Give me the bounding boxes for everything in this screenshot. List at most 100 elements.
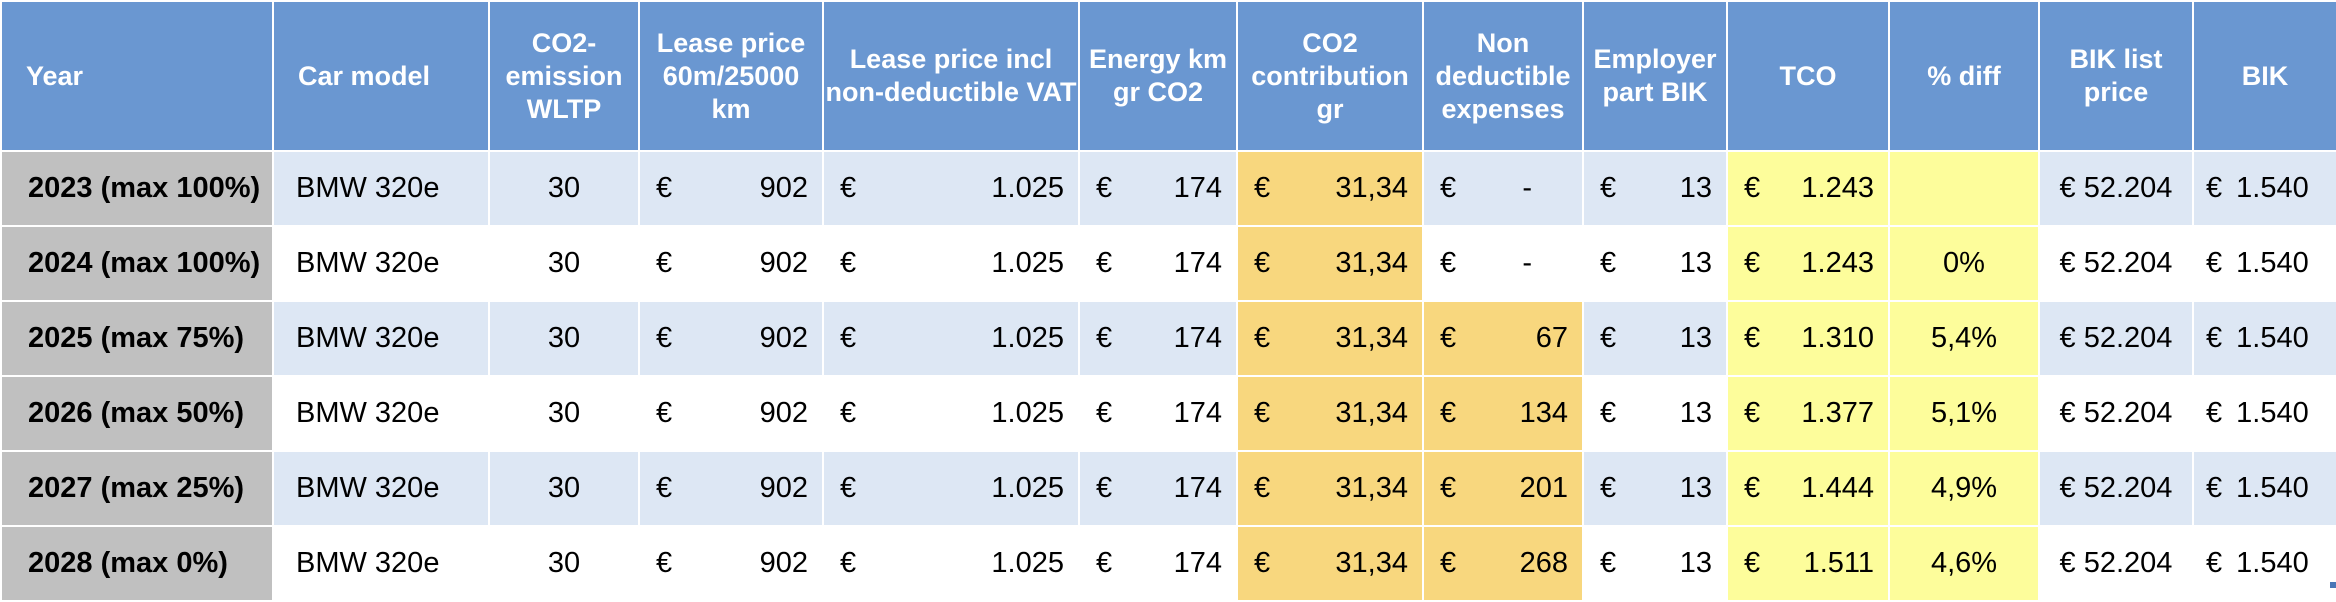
euro-symbol: € [1254, 397, 1270, 430]
energy-km-cell: €174 [1079, 226, 1237, 301]
car-model-cell: BMW 320e [273, 226, 489, 301]
car-model-cell: BMW 320e [273, 151, 489, 226]
energy-km-amount: €174 [1080, 172, 1236, 205]
employer-part-bik-value: 13 [1680, 397, 1712, 430]
employer-part-bik-amount: €13 [1584, 322, 1726, 355]
energy-km-cell: €174 [1079, 301, 1237, 376]
co2-emission-cell: 30 [489, 151, 639, 226]
energy-km-value: 174 [1174, 322, 1222, 355]
euro-symbol: € [1440, 397, 1456, 430]
lease-price-vat-value: 1.025 [991, 547, 1064, 580]
euro-symbol: € [840, 322, 856, 355]
energy-km-value: 174 [1174, 547, 1222, 580]
energy-km-value: 174 [1174, 397, 1222, 430]
lease-price-cell: €902 [639, 376, 823, 451]
non-deductible-amount: €67 [1424, 322, 1582, 355]
lease-price-vat-amount: €1.025 [824, 547, 1078, 580]
employer-part-bik-cell: €13 [1583, 151, 1727, 226]
bik-value: 1.540 [2236, 322, 2309, 355]
euro-symbol: € [2206, 247, 2222, 280]
tco-amount: €1.243 [1728, 172, 1888, 205]
euro-symbol: € [1096, 472, 1112, 505]
lease-price-vat-amount: €1.025 [824, 397, 1078, 430]
non-deductible-value: 201 [1520, 472, 1568, 505]
co2-emission-cell: 30 [489, 451, 639, 526]
lease-price-vat-value: 1.025 [991, 322, 1064, 355]
co2-contribution-value: 31,34 [1335, 472, 1408, 505]
non-deductible-amount: €134 [1424, 397, 1582, 430]
bik-value: 1.540 [2236, 397, 2309, 430]
header-co2-emission: CO2-emission WLTP [489, 1, 639, 151]
co2-emission-cell: 30 [489, 526, 639, 601]
euro-symbol: € [2206, 172, 2222, 205]
co2-contribution-amount: €31,34 [1238, 397, 1422, 430]
lease-price-cell: €902 [639, 301, 823, 376]
euro-symbol: € [840, 247, 856, 280]
non-deductible-value: - [1522, 172, 1568, 205]
energy-km-amount: €174 [1080, 397, 1236, 430]
employer-part-bik-amount: €13 [1584, 472, 1726, 505]
lease-price-value: 902 [760, 247, 808, 280]
cell-resize-handle [2330, 582, 2336, 588]
co2-contribution-amount: €31,34 [1238, 247, 1422, 280]
bik-value: 1.540 [2236, 172, 2309, 205]
non-deductible-cell: €- [1423, 151, 1583, 226]
lease-price-amount: €902 [640, 472, 822, 505]
euro-symbol: € [1254, 172, 1270, 205]
lease-price-vat-cell: €1.025 [823, 226, 1079, 301]
header-row: Year Car model CO2-emission WLTP Lease p… [1, 1, 2336, 151]
euro-symbol: € [656, 472, 672, 505]
lease-price-amount: €902 [640, 547, 822, 580]
euro-symbol: € [656, 547, 672, 580]
bik-amount: €1.540 [2194, 247, 2336, 280]
bik-cell: €1.540 [2193, 526, 2336, 601]
euro-symbol: € [1744, 247, 1760, 280]
lease-price-vat-amount: €1.025 [824, 247, 1078, 280]
employer-part-bik-value: 13 [1680, 322, 1712, 355]
non-deductible-value: - [1522, 247, 1568, 280]
bik-value: 1.540 [2236, 247, 2309, 280]
euro-symbol: € [656, 247, 672, 280]
co2-contribution-value: 31,34 [1335, 322, 1408, 355]
pct-diff-cell: 0% [1889, 226, 2039, 301]
car-model-cell: BMW 320e [273, 301, 489, 376]
co2-contribution-cell: €31,34 [1237, 526, 1423, 601]
header-car-model: Car model [273, 1, 489, 151]
tco-amount: €1.444 [1728, 472, 1888, 505]
euro-symbol: € [1096, 172, 1112, 205]
euro-symbol: € [1096, 397, 1112, 430]
tco-amount: €1.511 [1728, 547, 1888, 580]
tco-amount: €1.377 [1728, 397, 1888, 430]
lease-price-amount: €902 [640, 397, 822, 430]
co2-contribution-value: 31,34 [1335, 397, 1408, 430]
bik-list-price-cell: € 52.204 [2039, 526, 2193, 601]
bik-list-price-cell: € 52.204 [2039, 301, 2193, 376]
year-cell: 2023 (max 100%) [1, 151, 273, 226]
lease-price-value: 902 [760, 472, 808, 505]
euro-symbol: € [656, 172, 672, 205]
tco-cell: €1.444 [1727, 451, 1889, 526]
bik-list-price-cell: € 52.204 [2039, 451, 2193, 526]
header-lease-price-vat: Lease price incl non-deductible VAT [823, 1, 1079, 151]
energy-km-value: 174 [1174, 472, 1222, 505]
energy-km-cell: €174 [1079, 451, 1237, 526]
tco-cell: €1.243 [1727, 151, 1889, 226]
non-deductible-amount: €201 [1424, 472, 1582, 505]
co2-contribution-cell: €31,34 [1237, 376, 1423, 451]
header-tco: TCO [1727, 1, 1889, 151]
euro-symbol: € [1440, 547, 1456, 580]
tco-value: 1.511 [1804, 547, 1874, 580]
non-deductible-value: 134 [1520, 397, 1568, 430]
co2-contribution-cell: €31,34 [1237, 451, 1423, 526]
employer-part-bik-amount: €13 [1584, 547, 1726, 580]
energy-km-amount: €174 [1080, 322, 1236, 355]
co2-contribution-amount: €31,34 [1238, 472, 1422, 505]
euro-symbol: € [1440, 322, 1456, 355]
euro-symbol: € [1096, 247, 1112, 280]
